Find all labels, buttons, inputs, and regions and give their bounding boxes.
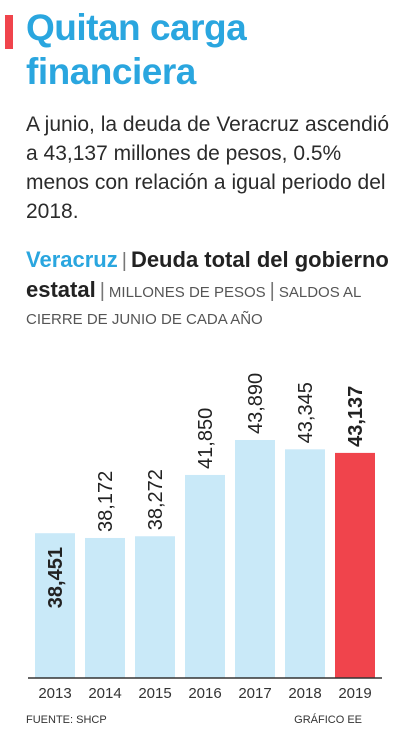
lede-text: A junio, la deuda de Veracruz ascendió a… [26,113,390,223]
bar-2019 [335,452,375,678]
bar-2014 [85,537,125,678]
chart-region: Veracruz [26,247,118,272]
value-label-2015: 38,272 [145,469,167,530]
x-tick-2014: 2014 [88,685,121,702]
x-tick-2016: 2016 [188,685,221,702]
x-tick-2015: 2015 [138,685,171,702]
x-tick-2018: 2018 [288,685,321,702]
value-label-2013: 38,451 [45,547,67,608]
footer-source: FUENTE: SHCP [26,714,107,726]
separator: | [269,280,275,302]
value-label-2019: 43,137 [345,386,367,447]
separator: | [121,250,127,272]
bar-2017 [235,440,275,678]
value-label-2016: 41,850 [195,408,217,469]
chart-note: SALDOS AL CIERRE DE JUNIO DE CADA AÑO [26,284,361,328]
chart-title: Deuda total del gobierno estatal [26,247,389,302]
bar-2016 [185,474,225,678]
x-tick-2019: 2019 [338,685,371,702]
bar-2018 [285,449,325,678]
value-label-2018: 43,345 [295,382,317,443]
x-tick-2013: 2013 [38,685,71,702]
bar-2015 [135,536,175,678]
chart-header: Veracruz | Deuda total del gobierno estata… [26,246,396,333]
separator: | [99,280,105,302]
chart-units: MILLONES DE PESOS [108,284,266,301]
value-label-2017: 43,890 [245,373,267,434]
footer-credit: GRÁFICO EE [294,714,362,726]
value-label-2014: 38,172 [95,471,117,532]
bar-2013 [35,533,75,678]
x-tick-2017: 2017 [238,685,271,702]
headline-accent-bar [5,15,13,49]
headline: Quitan carga financiera [26,7,247,92]
